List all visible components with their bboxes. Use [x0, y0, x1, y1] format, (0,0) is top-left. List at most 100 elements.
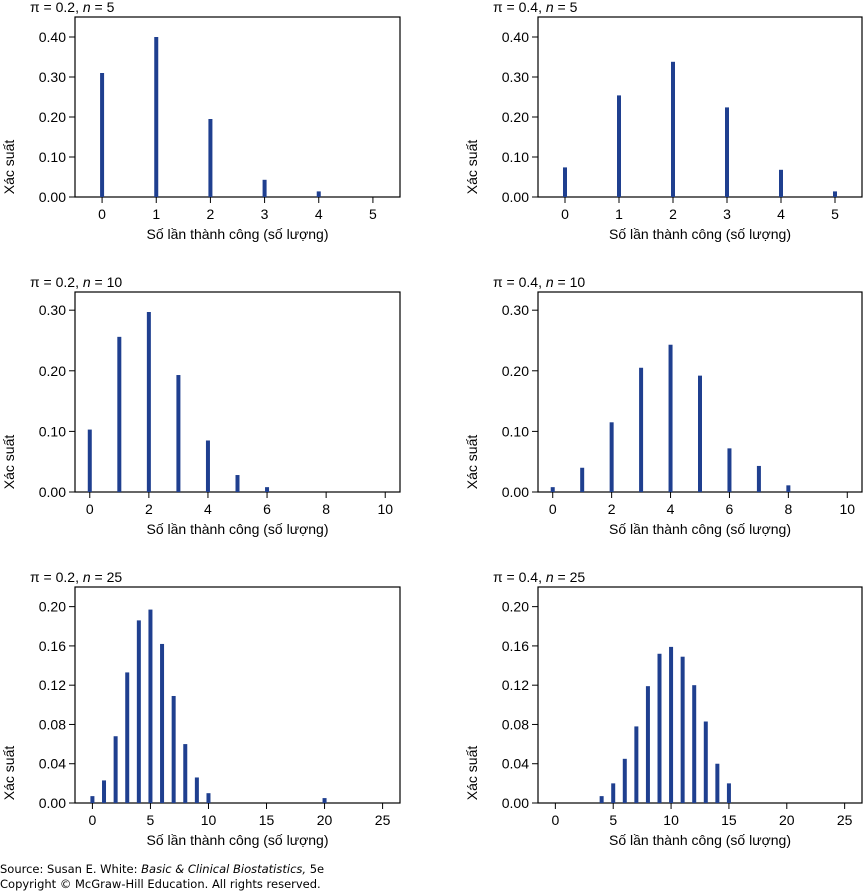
bar-x1 [617, 95, 621, 197]
y-tick-label: 0.30 [39, 302, 66, 318]
y-tick-label: 0.10 [502, 423, 529, 439]
chart-title-n-value: = 10 [91, 274, 123, 290]
bar-x8 [786, 485, 791, 492]
x-tick-label: 2 [207, 206, 215, 222]
y-axis-label: Xác suất [464, 435, 480, 490]
x-tick-label: 3 [261, 206, 269, 222]
bar-x4 [779, 169, 783, 197]
bar-x4 [316, 191, 321, 197]
x-tick-label: 4 [667, 501, 675, 517]
y-axis-label: Xác suất [464, 746, 480, 801]
bar-x15 [726, 783, 731, 803]
bar-x5 [235, 475, 240, 492]
source-edition: 5e [306, 862, 325, 876]
x-tick-label: 0 [98, 206, 106, 222]
chart-title-n: n [546, 0, 554, 15]
chart-title-n: n [83, 0, 91, 15]
chart-title-pi: π = 0.4, [493, 0, 546, 15]
x-tick-label: 10 [377, 501, 393, 517]
bar-x5 [611, 783, 616, 803]
y-axis-label: Xác suất [1, 746, 17, 801]
chart-title-n: n [546, 569, 554, 585]
x-tick-label: 2 [145, 501, 153, 517]
chart-title: π = 0.4, n = 25 [493, 569, 585, 585]
x-tick-label: 0 [549, 501, 557, 517]
y-tick-label: 0.10 [502, 149, 529, 165]
bar-x20 [322, 798, 327, 803]
bar-x2 [671, 61, 675, 197]
x-tick-label: 0 [551, 812, 559, 828]
chart-title: π = 0.2, n = 10 [30, 274, 122, 290]
chart-title: π = 0.4, n = 10 [493, 274, 585, 290]
y-tick-label: 0.20 [502, 109, 529, 125]
bar-x3 [725, 107, 729, 197]
y-axis-label: Xác suất [1, 140, 17, 195]
chart-panel-5: π = 0.2, n = 25 0.00 0.04 0.08 0.12 0.16 0.20 0… [1, 569, 401, 848]
x-tick-label: 6 [263, 501, 271, 517]
y-tick-label: 0.20 [39, 109, 66, 125]
y-tick-label: 0.40 [39, 29, 66, 45]
bar-x2 [146, 312, 151, 492]
x-tick-label: 15 [259, 812, 275, 828]
x-axis-label: Số lần thành công (số lượng) [147, 226, 329, 242]
copyright-line: Copyright © McGraw-Hill Education. All r… [0, 877, 321, 891]
x-axis-label: Số lần thành công (số lượng) [609, 521, 791, 537]
x-tick-label: 1 [152, 206, 160, 222]
bar-x5 [833, 191, 837, 197]
bar-x5 [148, 609, 153, 803]
y-tick-label: 0.30 [502, 302, 529, 318]
chart-title-pi: π = 0.4, [493, 274, 546, 290]
x-tick-label: 2 [608, 501, 616, 517]
chart-title-n-value: = 25 [554, 569, 586, 585]
bar-x6 [160, 643, 165, 803]
bar-x10 [206, 793, 211, 803]
y-tick-label: 0.20 [502, 599, 529, 615]
y-tick-label: 0.00 [39, 189, 66, 205]
chart-title-pi: π = 0.2, [30, 274, 83, 290]
chart-title-pi: π = 0.2, [30, 0, 83, 15]
bar-x5 [698, 375, 702, 492]
x-tick-label: 20 [317, 812, 333, 828]
bar-x6 [727, 448, 732, 492]
x-tick-label: 0 [86, 501, 94, 517]
bar-x2 [208, 119, 213, 197]
chart-title-n-value: = 5 [91, 0, 115, 15]
bar-x0 [550, 487, 555, 492]
x-tick-label: 4 [777, 206, 785, 222]
plot-frame [537, 16, 863, 198]
chart-title-n-value: = 5 [554, 0, 578, 15]
x-tick-label: 15 [721, 812, 737, 828]
chart-title-n-value: = 10 [554, 274, 586, 290]
chart-title-pi: π = 0.2, [30, 569, 83, 585]
y-axis-label: Xác suất [1, 435, 17, 490]
x-tick-label: 4 [315, 206, 323, 222]
bar-x9 [657, 653, 662, 803]
y-tick-label: 0.04 [39, 756, 66, 772]
plot-frame [74, 16, 401, 198]
y-tick-label: 0.08 [39, 716, 66, 732]
plot-frame [74, 291, 401, 493]
bar-x1 [580, 467, 585, 492]
bar-x4 [599, 796, 604, 803]
bar-x6 [622, 758, 627, 803]
y-tick-label: 0.08 [502, 716, 529, 732]
bar-x0 [563, 167, 567, 197]
source-line: Source: Susan E. White: Basic & Clinical… [0, 862, 324, 876]
y-tick-label: 0.10 [39, 423, 66, 439]
y-tick-label: 0.00 [502, 795, 529, 811]
y-tick-label: 0.12 [39, 677, 66, 693]
y-tick-label: 0.00 [502, 189, 529, 205]
y-tick-label: 0.30 [502, 69, 529, 85]
bar-x0 [100, 73, 105, 197]
bar-x3 [639, 367, 644, 492]
x-tick-label: 2 [669, 206, 677, 222]
bar-x7 [171, 695, 176, 803]
x-tick-label: 8 [322, 501, 330, 517]
x-tick-label: 0 [89, 812, 97, 828]
bar-x2 [609, 422, 614, 492]
x-tick-label: 25 [837, 812, 853, 828]
chart-title-pi: π = 0.4, [493, 569, 546, 585]
chart-title-n: n [546, 274, 554, 290]
bar-x3 [262, 179, 267, 197]
bar-x6 [265, 487, 270, 492]
